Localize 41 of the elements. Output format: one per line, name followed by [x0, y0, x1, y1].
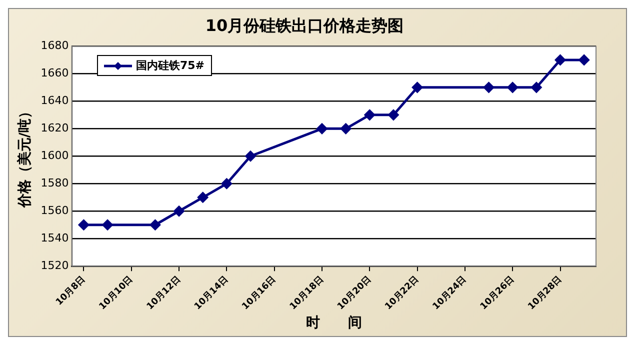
point — [221, 178, 232, 189]
x-tick-label: 10月16日 — [240, 274, 278, 312]
point — [484, 82, 494, 93]
point — [412, 82, 423, 93]
x-tick-label: 10月10日 — [96, 274, 136, 312]
x-tick-label: 10月18日 — [288, 274, 326, 312]
x-tick-label: 10月12日 — [144, 274, 183, 312]
chart-title: 10月份硅铁出口价格走势图 — [205, 16, 404, 35]
point — [364, 110, 375, 120]
point — [150, 220, 160, 230]
point — [78, 220, 89, 230]
point — [507, 82, 518, 93]
y-tick-label: 1640 — [40, 94, 69, 108]
y-tick-label: 1580 — [40, 176, 69, 190]
x-tick-label: 10月26日 — [478, 274, 516, 312]
x-tick-label: 10月28日 — [526, 274, 564, 312]
y-tick-label: 1620 — [40, 122, 69, 135]
point — [316, 123, 328, 134]
point — [531, 82, 542, 93]
x-axis-title: 时 间 — [306, 315, 362, 332]
point — [340, 123, 352, 134]
point — [102, 220, 113, 230]
x-tick-label: 10月24日 — [430, 274, 469, 312]
y-tick-label: 1520 — [40, 258, 69, 272]
legend-label: 国内硅铁75# — [136, 58, 205, 73]
x-tick-label: 10月22日 — [382, 274, 422, 312]
y-tick-label: 1600 — [40, 149, 69, 162]
point — [245, 150, 256, 162]
x-tick-label: 10月20日 — [335, 274, 374, 312]
y-axis-title: 价格（美元/吨） — [16, 104, 34, 209]
x-tick-label: 10月8日 — [54, 274, 88, 308]
point — [578, 54, 590, 66]
x-tick-label: 10月14日 — [192, 274, 230, 312]
point — [174, 206, 184, 216]
point — [555, 54, 566, 66]
point — [198, 192, 208, 203]
y-tick-label: 1560 — [40, 204, 69, 217]
y-tick-label: 1660 — [40, 66, 69, 80]
point — [388, 110, 399, 120]
y-tick-label: 1680 — [40, 39, 69, 52]
y-tick-label: 1540 — [40, 231, 69, 244]
